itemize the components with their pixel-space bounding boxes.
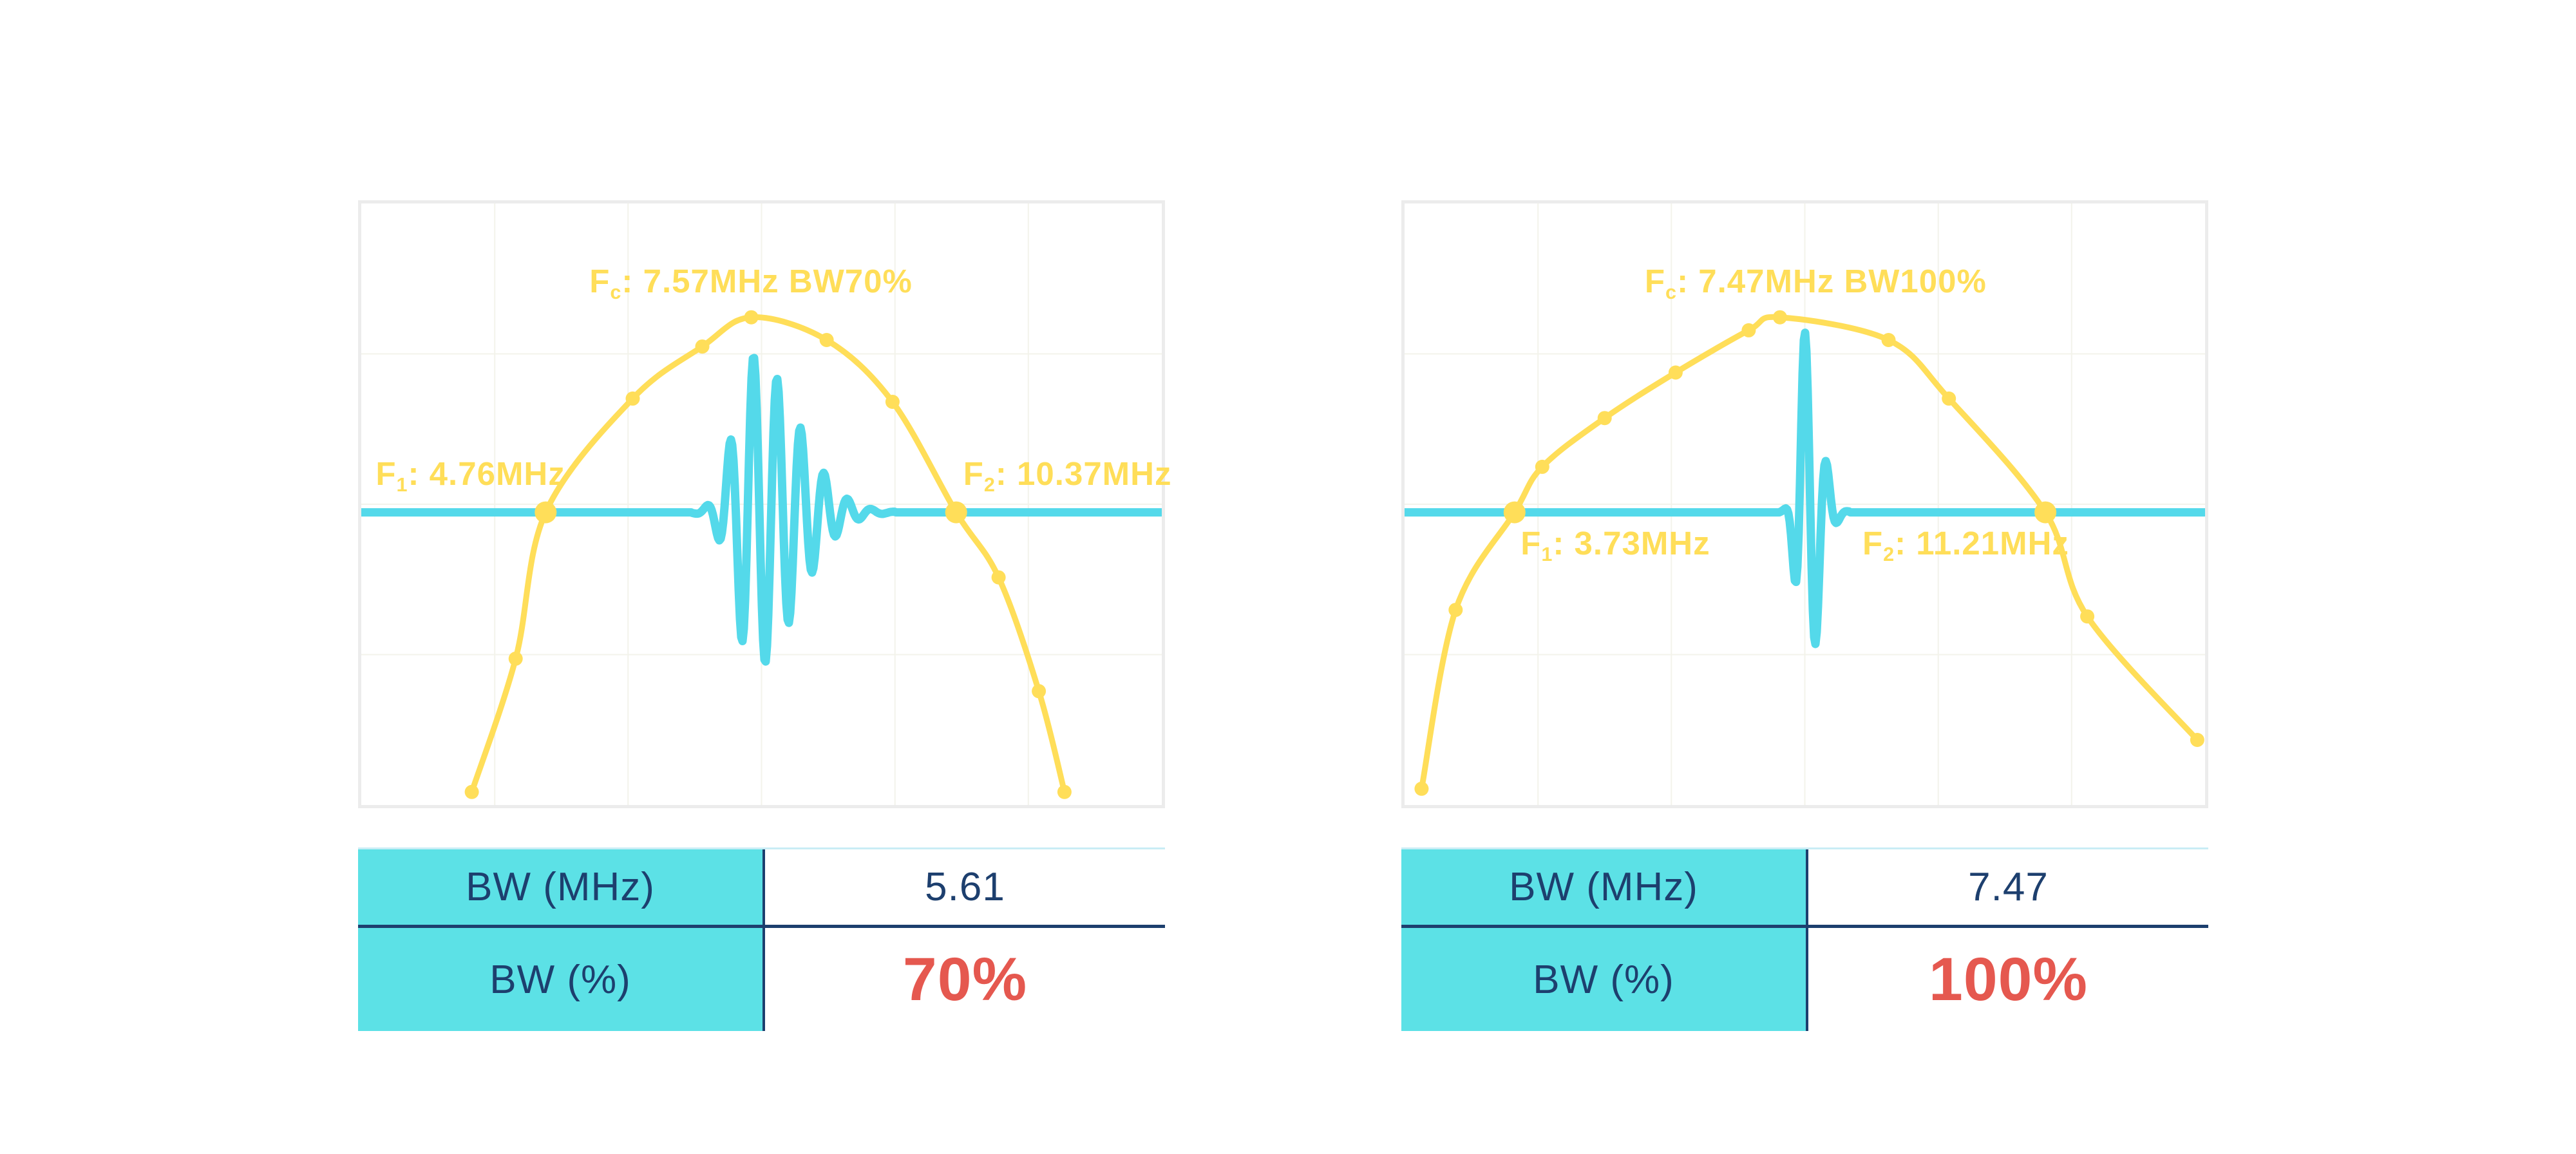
spectrum-curve	[469, 314, 1068, 795]
table-row-bw-percent: BW (%) 70%	[358, 928, 1165, 1031]
bw-mhz-value: 7.47	[1968, 865, 2049, 909]
bw-mhz-label: BW (MHz)	[358, 849, 765, 925]
bw-percent-value: 100%	[1929, 945, 2088, 1014]
f2-label: F2: 11.21MHz	[1862, 524, 2069, 565]
pulse-waveform	[361, 354, 1162, 666]
panel-bw70: Fc: 7.57MHz BW70% F1: 4.76MHz F2: 10.37MHz…	[358, 200, 1171, 1031]
bw-mhz-label: BW (MHz)	[1401, 849, 1808, 925]
f1-label: F1: 3.73MHz	[1520, 524, 1710, 565]
spectrum-plot-svg-bw70	[361, 203, 1162, 805]
table-row-bw-percent: BW (%) 100%	[1401, 928, 2208, 1031]
table-row-bw-mhz: BW (MHz) 7.47	[1401, 849, 2208, 928]
f1-label: F1: 4.76MHz	[375, 455, 565, 497]
spectrum-chart-bw100: Fc: 7.47MHz BW100% F1: 3.73MHz F2: 11.21MH…	[1401, 200, 2208, 808]
bw-percent-label: BW (%)	[358, 928, 765, 1031]
spectrum-plot-svg-bw100	[1405, 203, 2205, 805]
panel-bw100: Fc: 7.47MHz BW100% F1: 3.73MHz F2: 11.21MH…	[1401, 200, 2208, 1031]
spectrum-chart-bw70: Fc: 7.57MHz BW70% F1: 4.76MHz F2: 10.37MHz	[358, 200, 1171, 808]
grid	[1405, 203, 2205, 805]
spectrum-curve	[1418, 314, 2201, 792]
pulse-waveform	[1405, 328, 2205, 648]
bw-percent-label: BW (%)	[1401, 928, 1808, 1031]
bw-table-100: BW (MHz) 7.47 BW (%) 100%	[1401, 847, 2208, 1031]
f2-label: F2: 10.37MHz	[963, 455, 1172, 497]
bw-mhz-value: 5.61	[925, 865, 1005, 909]
spectrum-markers	[464, 310, 1072, 799]
fc-label: Fc: 7.57MHz BW70%	[589, 263, 913, 304]
spectrum-markers	[1414, 310, 2204, 796]
bw-percent-value: 70%	[902, 945, 1028, 1014]
table-row-bw-mhz: BW (MHz) 5.61	[358, 849, 1165, 928]
bw-table-70: BW (MHz) 5.61 BW (%) 70%	[358, 847, 1165, 1031]
fc-label: Fc: 7.47MHz BW100%	[1644, 263, 1987, 304]
